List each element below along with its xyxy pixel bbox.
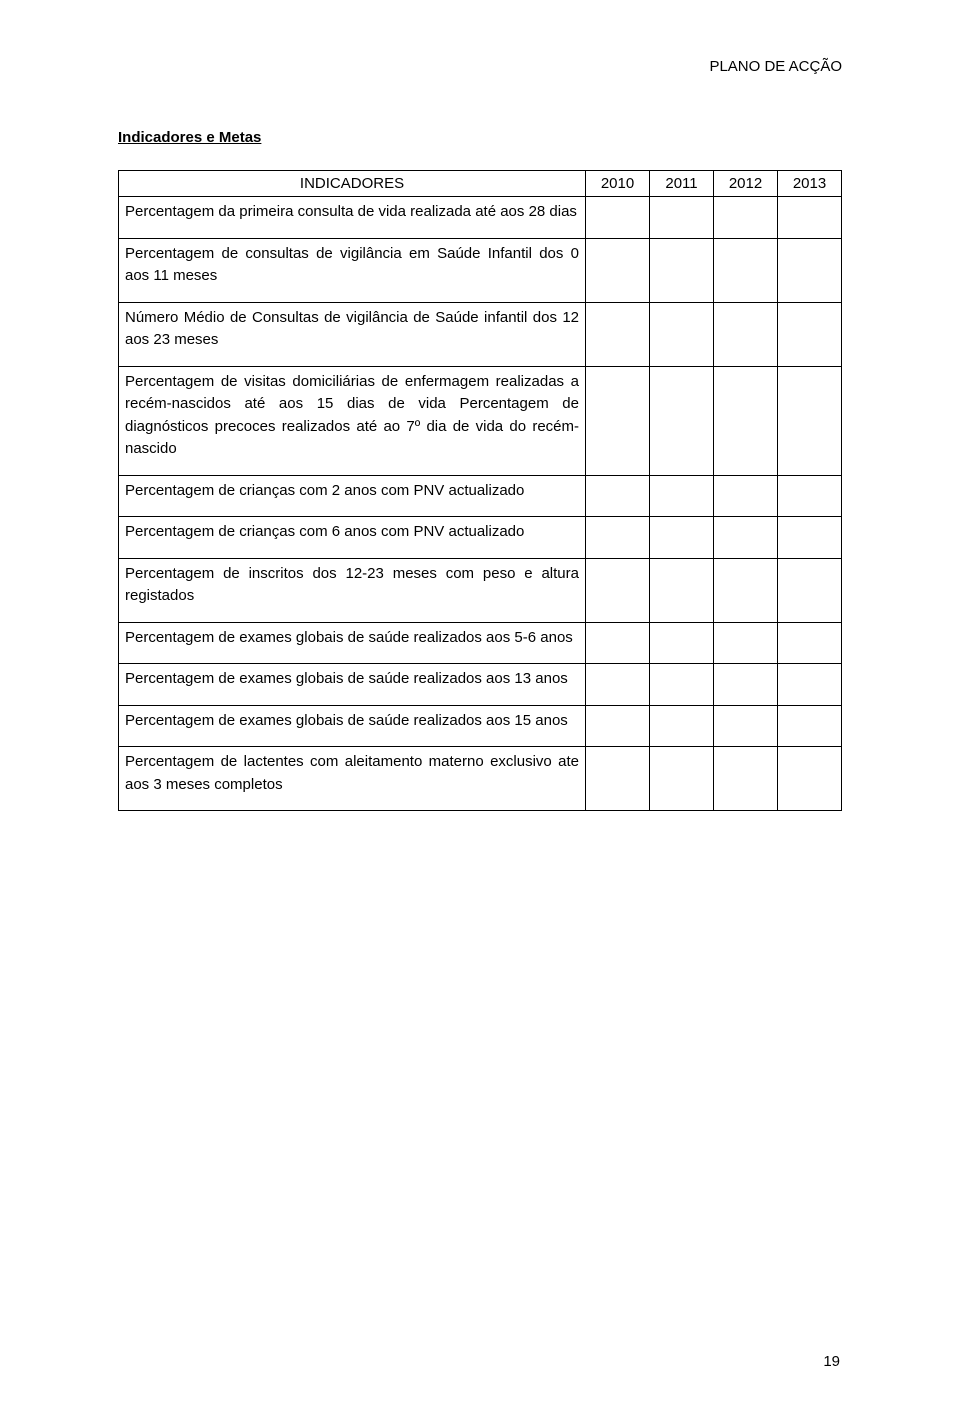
- cell: [778, 558, 842, 622]
- table-row: Número Médio de Consultas de vigilância …: [119, 302, 842, 366]
- col-header-indicadores: INDICADORES: [119, 171, 586, 197]
- cell: [778, 238, 842, 302]
- col-header-2011: 2011: [650, 171, 714, 197]
- row-desc: Percentagem da primeira consulta de vida…: [119, 197, 586, 239]
- cell: [586, 747, 650, 811]
- row-desc: Percentagem de visitas domiciliárias de …: [119, 366, 586, 475]
- col-header-2013: 2013: [778, 171, 842, 197]
- cell: [586, 197, 650, 239]
- table-row: Percentagem de crianças com 6 anos com P…: [119, 517, 842, 559]
- cell: [650, 475, 714, 517]
- cell: [650, 238, 714, 302]
- row-desc: Percentagem de exames globais de saúde r…: [119, 664, 586, 706]
- doc-header-title: PLANO DE ACÇÃO: [118, 58, 842, 75]
- table-row: Percentagem da primeira consulta de vida…: [119, 197, 842, 239]
- table-row: Percentagem de lactentes com aleitamento…: [119, 747, 842, 811]
- cell: [714, 302, 778, 366]
- cell: [714, 705, 778, 747]
- cell: [778, 664, 842, 706]
- row-desc: Percentagem de inscritos dos 12-23 meses…: [119, 558, 586, 622]
- cell: [650, 558, 714, 622]
- table-body: Percentagem da primeira consulta de vida…: [119, 197, 842, 811]
- row-desc: Percentagem de exames globais de saúde r…: [119, 705, 586, 747]
- cell: [650, 302, 714, 366]
- cell: [778, 622, 842, 664]
- table-row: Percentagem de visitas domiciliárias de …: [119, 366, 842, 475]
- cell: [586, 302, 650, 366]
- cell: [650, 747, 714, 811]
- cell: [778, 197, 842, 239]
- cell: [586, 517, 650, 559]
- cell: [714, 558, 778, 622]
- cell: [714, 664, 778, 706]
- table-row: Percentagem de exames globais de saúde r…: [119, 705, 842, 747]
- row-desc: Percentagem de crianças com 6 anos com P…: [119, 517, 586, 559]
- table-row: Percentagem de exames globais de saúde r…: [119, 622, 842, 664]
- table-row: Percentagem de crianças com 2 anos com P…: [119, 475, 842, 517]
- cell: [714, 475, 778, 517]
- row-desc: Número Médio de Consultas de vigilância …: [119, 302, 586, 366]
- cell: [778, 705, 842, 747]
- cell: [778, 517, 842, 559]
- cell: [778, 475, 842, 517]
- row-desc: Percentagem de lactentes com aleitamento…: [119, 747, 586, 811]
- cell: [586, 558, 650, 622]
- cell: [714, 238, 778, 302]
- cell: [650, 197, 714, 239]
- table-row: Percentagem de inscritos dos 12-23 meses…: [119, 558, 842, 622]
- cell: [586, 475, 650, 517]
- cell: [714, 622, 778, 664]
- page-number: 19: [823, 1353, 840, 1370]
- cell: [714, 197, 778, 239]
- cell: [778, 302, 842, 366]
- cell: [650, 705, 714, 747]
- cell: [586, 705, 650, 747]
- cell: [714, 517, 778, 559]
- cell: [778, 747, 842, 811]
- cell: [586, 366, 650, 475]
- cell: [586, 238, 650, 302]
- indicators-table: INDICADORES 2010 2011 2012 2013 Percenta…: [118, 170, 842, 811]
- cell: [650, 517, 714, 559]
- table-row: Percentagem de consultas de vigilância e…: [119, 238, 842, 302]
- table-row: Percentagem de exames globais de saúde r…: [119, 664, 842, 706]
- table-header-row: INDICADORES 2010 2011 2012 2013: [119, 171, 842, 197]
- col-header-2012: 2012: [714, 171, 778, 197]
- row-desc: Percentagem de exames globais de saúde r…: [119, 622, 586, 664]
- cell: [650, 622, 714, 664]
- cell: [650, 664, 714, 706]
- cell: [650, 366, 714, 475]
- row-desc: Percentagem de consultas de vigilância e…: [119, 238, 586, 302]
- col-header-2010: 2010: [586, 171, 650, 197]
- cell: [586, 664, 650, 706]
- cell: [714, 366, 778, 475]
- cell: [778, 366, 842, 475]
- cell: [714, 747, 778, 811]
- cell: [586, 622, 650, 664]
- section-title: Indicadores e Metas: [118, 129, 842, 146]
- row-desc: Percentagem de crianças com 2 anos com P…: [119, 475, 586, 517]
